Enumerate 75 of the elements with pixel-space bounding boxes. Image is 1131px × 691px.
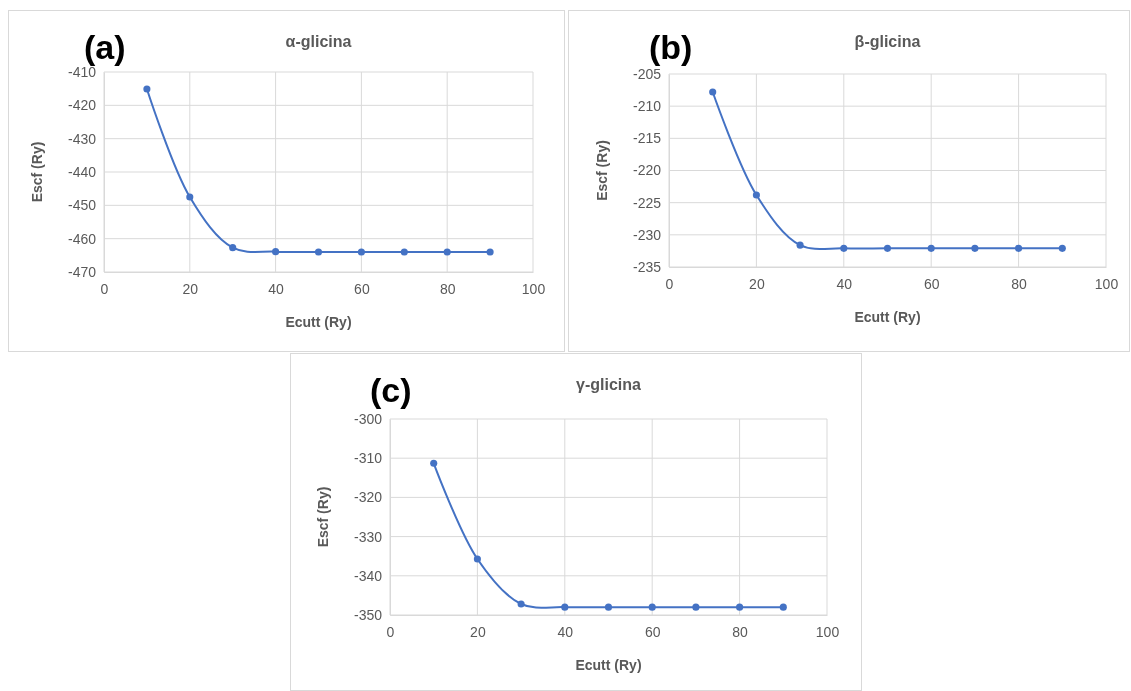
y-tick-label: -460 (67, 230, 97, 247)
point (443, 248, 451, 256)
x-tick-label: 40 (557, 623, 574, 640)
x-tick-label: 80 (1011, 275, 1028, 292)
point (779, 603, 787, 611)
y-tick-label: -320 (353, 489, 383, 506)
y-tick-label: -210 (632, 98, 662, 115)
x-axis-title: Ecutt (Ry) (575, 657, 642, 673)
x-tick-label: 0 (386, 623, 395, 640)
x-tick-label: 20 (749, 275, 765, 292)
point (709, 88, 717, 96)
x-tick-label: 60 (644, 623, 661, 640)
point (883, 244, 892, 252)
y-tick-label: -420 (67, 97, 97, 114)
point (736, 603, 744, 611)
y-axis-title: Escf (Ry) (594, 140, 610, 201)
point (561, 603, 569, 611)
point (752, 191, 760, 199)
y-axis-title: Escf (Ry) (29, 141, 45, 203)
y-tick-label: -450 (67, 197, 97, 214)
chart-title: β-glicina (854, 33, 921, 50)
point (143, 85, 151, 93)
point (692, 603, 700, 611)
y-tick-label: -330 (353, 528, 383, 545)
chart-title: α-glicina (285, 33, 352, 50)
y-tick-label: -235 (632, 258, 662, 275)
x-tick-label: 60 (354, 280, 370, 297)
x-tick-label: 0 (100, 280, 109, 297)
x-axis-title: Ecutt (Ry) (285, 314, 352, 330)
y-axis-title: Escf (Ry) (315, 486, 331, 548)
x-tick-label: 60 (923, 275, 940, 292)
x-tick-label: 100 (521, 280, 546, 297)
point (229, 244, 237, 252)
y-tick-label: -300 (353, 410, 383, 427)
point (430, 459, 438, 467)
y-tick-label: -350 (353, 606, 383, 623)
text: (c) (370, 371, 412, 409)
point (648, 603, 656, 611)
x-tick-label: 20 (470, 623, 486, 640)
x-tick-label: 100 (1094, 275, 1119, 292)
y-tick-label: -340 (353, 567, 383, 584)
point (840, 244, 848, 252)
point (1058, 244, 1066, 252)
y-tick-label: -220 (632, 162, 662, 179)
y-tick-label: -310 (353, 450, 383, 467)
point (796, 241, 804, 249)
x-tick-label: 80 (732, 623, 749, 640)
y-tick-label: -225 (632, 194, 662, 211)
x-tick-label: 20 (182, 280, 199, 297)
point (314, 248, 323, 256)
point (186, 193, 194, 201)
point (357, 248, 365, 256)
y-tick-label: -430 (67, 130, 97, 147)
point (272, 248, 280, 256)
text: (b) (649, 28, 693, 66)
chart-title: γ-glicina (576, 376, 642, 393)
x-tick-label: 40 (836, 275, 853, 292)
x-tick-label: 0 (665, 275, 674, 292)
point (486, 248, 494, 256)
point (971, 244, 979, 252)
point (517, 600, 525, 608)
point (604, 603, 613, 611)
point (400, 248, 408, 256)
y-tick-label: -230 (632, 226, 662, 243)
point (1015, 244, 1023, 252)
x-tick-label: 80 (439, 280, 456, 297)
x-tick-label: 100 (815, 623, 840, 640)
y-tick-label: -215 (632, 130, 662, 147)
point (473, 555, 481, 563)
y-tick-label: -205 (632, 65, 662, 82)
y-tick-label: -440 (67, 163, 97, 180)
x-axis-title: Ecutt (Ry) (854, 309, 921, 325)
y-tick-label: -470 (67, 263, 97, 280)
x-tick-label: 40 (268, 280, 285, 297)
point (927, 244, 935, 252)
